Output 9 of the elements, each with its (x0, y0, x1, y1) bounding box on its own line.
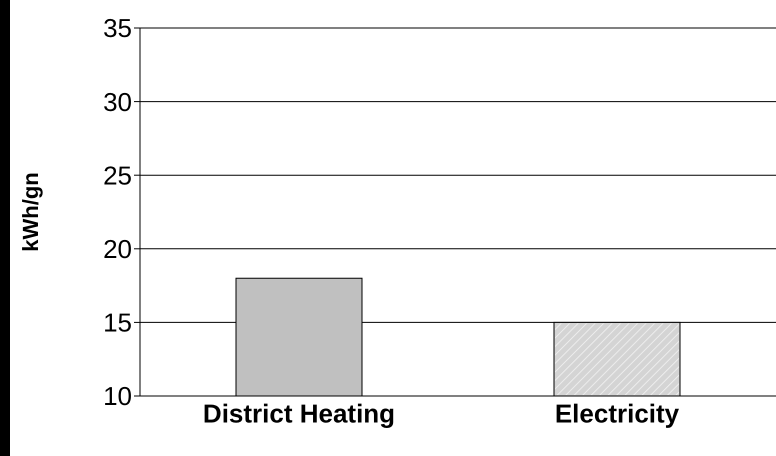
x-tick-label: Electricity (554, 398, 680, 428)
x-tick-label: District Heating (202, 398, 396, 428)
y-tick-label: 30 (103, 86, 132, 117)
y-tick-label: 20 (103, 234, 132, 264)
y-axis-title: kWh/gn (18, 172, 43, 252)
y-tick-label: 10 (103, 381, 132, 412)
y-tick-label: 25 (103, 160, 132, 190)
y-tick-label: 35 (103, 13, 132, 44)
y-tick-label: 15 (103, 308, 132, 338)
